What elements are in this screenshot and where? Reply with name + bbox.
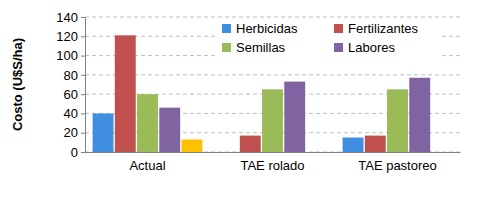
legend-label: Semillas	[236, 40, 286, 55]
bar	[284, 82, 305, 152]
grid-line	[85, 17, 460, 18]
legend-swatch	[222, 43, 231, 52]
bar	[137, 94, 158, 152]
tick-label: 20	[64, 125, 78, 140]
legend-swatch	[334, 43, 343, 52]
y-tick: 60	[64, 87, 85, 102]
axis-line	[86, 152, 461, 153]
tick-label: 120	[56, 29, 78, 44]
tick-label: 0	[71, 145, 78, 160]
y-tick: 20	[64, 125, 85, 140]
bar	[387, 89, 408, 152]
legend-item: Herbicidas	[222, 21, 298, 36]
axis-title: Costo (U$S/ha)	[10, 38, 25, 131]
legend-item: Fertilizantes	[334, 21, 419, 36]
tick-mark	[81, 94, 85, 95]
tick-label: 140	[56, 10, 78, 25]
grid	[85, 17, 460, 152]
tick-mark	[81, 36, 85, 37]
tick-label: Actual	[129, 158, 165, 173]
legend-label: Labores	[348, 40, 395, 55]
y-tick: 120	[56, 29, 85, 44]
grid-line	[85, 74, 460, 75]
legend-swatch	[222, 24, 231, 33]
bar	[307, 152, 328, 153]
bar	[93, 113, 114, 152]
legend-bg	[218, 19, 442, 59]
y-tick: 100	[56, 48, 85, 63]
legend-item: Labores	[334, 40, 395, 55]
y-axis: 0 20 40 60 80 100 120 140	[56, 10, 85, 160]
tick-mark	[81, 75, 85, 76]
bar	[262, 89, 283, 152]
y-tick: 140	[56, 10, 85, 25]
bar	[182, 139, 203, 152]
tick-label: 80	[64, 68, 78, 83]
bar	[240, 136, 261, 152]
tick-mark	[81, 17, 85, 18]
tick-label: TAE rolado	[240, 158, 304, 173]
x-tick: Actual	[129, 158, 165, 173]
bars	[93, 35, 431, 152]
bar	[115, 35, 136, 152]
chart: 0 20 40 60 80 100 120 140 Actual TAE rolado TAE pa…	[0, 0, 490, 198]
legend: Herbicidas Fertilizantes Semillas Labores	[218, 19, 442, 59]
bar	[218, 152, 239, 153]
tick-mark	[81, 113, 85, 114]
tick-label: TAE pastoreo	[358, 158, 437, 173]
tick-mark	[81, 133, 85, 134]
legend-item: Semillas	[222, 40, 286, 55]
bar	[365, 136, 386, 152]
tick-label: 100	[56, 48, 78, 63]
plot: 0 20 40 60 80 100 120 140 Actual TAE rolado TAE pa…	[56, 10, 460, 174]
x-tick: TAE pastoreo	[358, 158, 437, 173]
tick-label: 40	[64, 106, 78, 121]
bar	[432, 152, 453, 153]
bar	[159, 108, 180, 152]
tick-mark	[81, 152, 85, 153]
y-tick: 40	[64, 106, 85, 121]
y-tick: 0	[71, 145, 85, 160]
legend-swatch	[334, 24, 343, 33]
y-tick: 80	[64, 68, 85, 83]
legend-label: Herbicidas	[236, 21, 298, 36]
axis-line	[81, 18, 86, 153]
tick-label: 60	[64, 87, 78, 102]
legend-label: Fertilizantes	[348, 21, 419, 36]
x-axis: Actual TAE rolado TAE pastoreo	[86, 153, 461, 174]
tick-mark	[81, 56, 85, 57]
x-tick: TAE rolado	[240, 158, 304, 173]
bar	[343, 138, 364, 152]
bar	[409, 78, 430, 152]
